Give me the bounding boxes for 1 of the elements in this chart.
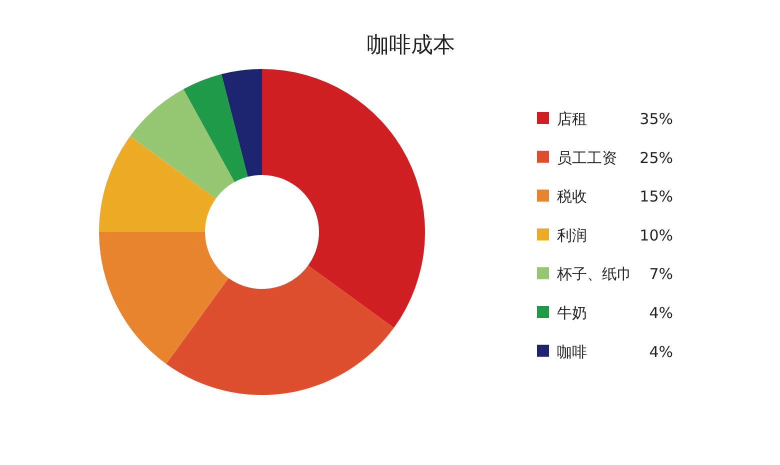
title: 咖啡成本 — [367, 33, 455, 58]
